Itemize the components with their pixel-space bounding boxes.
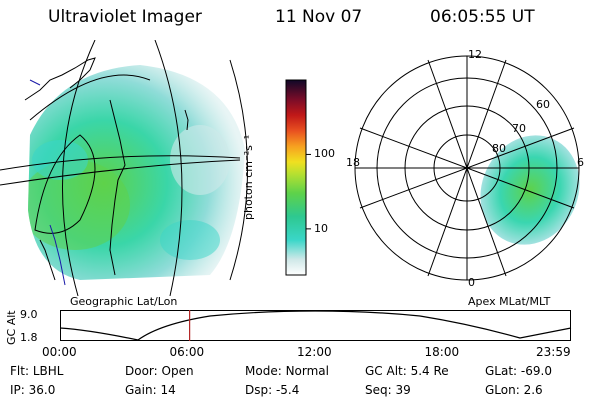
altitude-xtick-label: 23:59	[536, 345, 571, 359]
status-item: GC Alt: 5.4 Re	[365, 364, 449, 378]
altitude-plot-frame	[60, 310, 571, 341]
lat-lon-grid	[0, 40, 248, 296]
colorbar-tick-label: 10	[314, 221, 328, 235]
altitude-curve	[60, 310, 572, 341]
status-item: Flt: LBHL	[10, 364, 63, 378]
status-value: 36.0	[28, 383, 56, 397]
altitude-xtick-label: 00:00	[42, 345, 77, 359]
altitude-xtick-label: 06:00	[169, 345, 205, 359]
status-item: Dsp: -5.4	[245, 383, 299, 397]
mlt-label-12: 12	[468, 48, 482, 61]
mlat-label-60: 60	[536, 98, 550, 111]
status-item: Gain: 14	[125, 383, 176, 397]
status-key: GC Alt:	[365, 364, 411, 378]
time-label: 06:05:55 UT	[430, 7, 535, 27]
polar-grid	[354, 55, 580, 281]
status-value: -5.4	[275, 383, 300, 397]
status-value: 5.4 Re	[410, 364, 449, 378]
status-value: Normal	[285, 364, 329, 378]
status-item: GLat: -69.0	[485, 364, 552, 378]
altitude-ytick-min: 1.8	[20, 331, 38, 344]
mlt-label-0: 0	[468, 276, 475, 289]
status-key: Flt:	[10, 364, 33, 378]
status-key: Dsp:	[245, 383, 276, 397]
status-key: GLon:	[485, 383, 524, 397]
mlt-label-18: 18	[346, 156, 360, 169]
status-value: LBHL	[32, 364, 64, 378]
mlat-label-70: 70	[512, 122, 526, 135]
geographic-image-panel	[0, 40, 248, 296]
status-key: Mode:	[245, 364, 286, 378]
polar-plot-panel	[354, 55, 580, 281]
status-item: Mode: Normal	[245, 364, 329, 378]
colorbar-label: photon cm⁻²s⁻¹	[242, 134, 255, 220]
altitude-ytick-max: 9.0	[20, 308, 38, 321]
status-item: IP: 36.0	[10, 383, 55, 397]
status-value: 39	[395, 383, 411, 397]
colorbar	[285, 79, 311, 276]
status-key: GLat:	[485, 364, 521, 378]
status-item: GLon: 2.6	[485, 383, 543, 397]
altitude-xtick-label: 18:00	[424, 345, 460, 359]
status-key: Seq:	[365, 383, 396, 397]
mlt-label-6: 6	[577, 156, 584, 169]
aurora-speckle	[28, 125, 230, 260]
altitude-xtick-label: 12:00	[297, 345, 332, 359]
status-key: Gain:	[125, 383, 161, 397]
altitude-ylabel: GC Alt	[5, 310, 18, 345]
status-key: IP:	[10, 383, 29, 397]
status-value: 14	[160, 383, 176, 397]
date-label: 11 Nov 07	[275, 7, 363, 27]
status-value: 2.6	[523, 383, 543, 397]
status-item: Seq: 39	[365, 383, 411, 397]
mlat-label-80: 80	[492, 142, 506, 155]
status-item: Door: Open	[125, 364, 194, 378]
altitude-plot	[60, 310, 572, 341]
polar-label: Apex MLat/MLT	[468, 295, 551, 308]
instrument-title: Ultraviolet Imager	[48, 7, 202, 27]
status-key: Door:	[125, 364, 162, 378]
coastline	[24, 57, 189, 281]
coastline-blue	[29, 79, 66, 286]
colorbar-tick-label: 100	[314, 147, 335, 161]
geographic-label: Geographic Lat/Lon	[70, 295, 178, 308]
colorbar-scale	[285, 79, 307, 276]
status-value: -69.0	[520, 364, 552, 378]
status-value: Open	[161, 364, 194, 378]
